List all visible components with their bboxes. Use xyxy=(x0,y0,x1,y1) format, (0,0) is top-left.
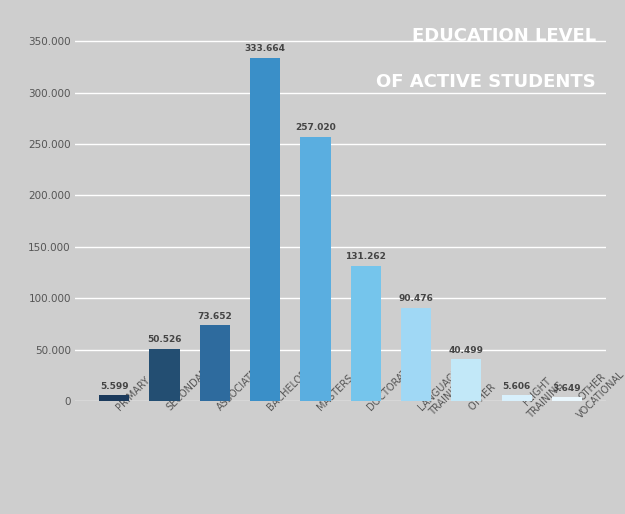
Text: 40.499: 40.499 xyxy=(449,345,484,355)
Bar xyxy=(99,395,129,401)
Bar xyxy=(451,359,481,401)
Bar xyxy=(351,266,381,401)
Text: OF ACTIVE STUDENTS: OF ACTIVE STUDENTS xyxy=(376,73,596,91)
Bar xyxy=(401,308,431,401)
Text: 5.606: 5.606 xyxy=(503,381,531,391)
Bar xyxy=(502,395,532,401)
Bar xyxy=(552,397,582,401)
Bar xyxy=(250,58,280,401)
Text: 5.599: 5.599 xyxy=(100,381,129,391)
Bar xyxy=(200,325,230,401)
Text: 257.020: 257.020 xyxy=(295,123,336,132)
Text: 90.476: 90.476 xyxy=(399,295,434,303)
Bar xyxy=(149,349,179,401)
Text: 333.664: 333.664 xyxy=(244,44,286,53)
Text: 50.526: 50.526 xyxy=(148,335,182,344)
Text: EDUCATION LEVEL: EDUCATION LEVEL xyxy=(411,27,596,45)
Bar xyxy=(301,137,331,401)
Text: 131.262: 131.262 xyxy=(346,252,386,261)
Text: 3.649: 3.649 xyxy=(552,383,581,393)
Text: 73.652: 73.652 xyxy=(198,311,232,321)
